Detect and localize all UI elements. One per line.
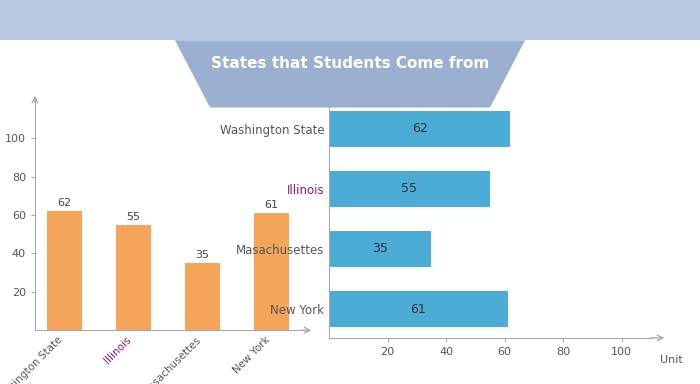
Bar bbox=[329, 171, 490, 207]
Bar bbox=[186, 263, 220, 330]
Bar bbox=[329, 231, 431, 267]
Text: Unit: Unit bbox=[661, 354, 683, 364]
Text: 35: 35 bbox=[372, 242, 389, 255]
Text: 61: 61 bbox=[410, 303, 426, 316]
Text: States that Students Come from: States that Students Come from bbox=[211, 56, 489, 71]
Bar bbox=[116, 225, 150, 330]
Text: 35: 35 bbox=[195, 250, 209, 260]
Text: 55: 55 bbox=[127, 212, 141, 222]
Text: 62: 62 bbox=[412, 122, 428, 135]
Bar bbox=[329, 111, 510, 147]
Bar bbox=[329, 291, 508, 327]
Text: 61: 61 bbox=[265, 200, 279, 210]
Text: 55: 55 bbox=[402, 182, 417, 195]
Text: 62: 62 bbox=[57, 198, 71, 208]
Bar bbox=[254, 213, 289, 330]
Bar bbox=[47, 211, 82, 330]
